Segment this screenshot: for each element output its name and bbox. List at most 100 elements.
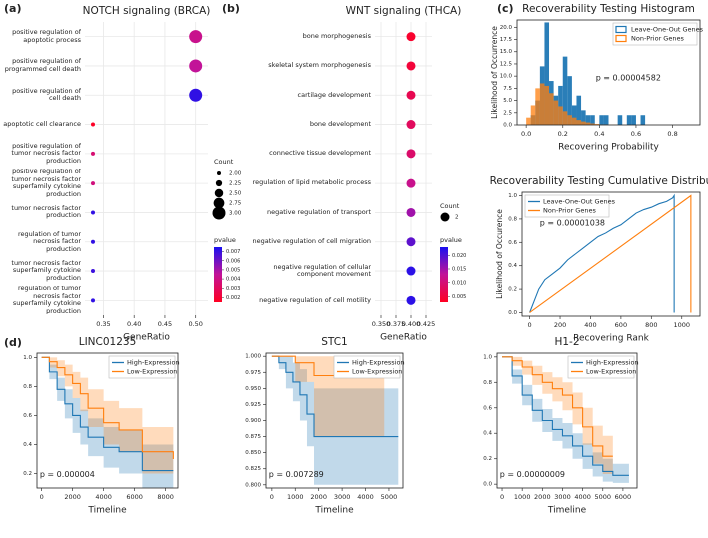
panel-label: (b) xyxy=(222,2,240,15)
colorbar-label: 0.005 xyxy=(226,267,240,273)
y-axis-label: Likelihood of Occurrence xyxy=(490,26,499,119)
y-tick-label: negative regulation of cellular componen… xyxy=(273,262,371,279)
histogram-bar xyxy=(590,123,595,125)
x-tick-label: 0.45 xyxy=(158,320,172,328)
category-label-box: positive regulation of tumor necrosis fa… xyxy=(11,169,81,197)
y-tick-label: 0.4 xyxy=(508,263,517,269)
colorbar-label: 0.002 xyxy=(226,295,240,301)
chart-title: STC1 xyxy=(321,336,347,348)
category-label-box: tumor necrosis factor superfamily cytoki… xyxy=(11,258,81,282)
x-tick-label: 0.425 xyxy=(417,320,436,328)
histogram-bar xyxy=(539,83,545,125)
histogram-bar xyxy=(581,110,586,125)
y-tick-label: 0.825 xyxy=(245,466,261,472)
dot xyxy=(406,120,416,130)
size-legend-dot xyxy=(214,188,224,198)
y-tick-label: 0.2 xyxy=(23,471,32,477)
size-legend-dot xyxy=(217,171,221,175)
x-tick-label: 0.400 xyxy=(402,320,421,328)
x-tick-label: 0 xyxy=(270,493,274,501)
category-label-box: negative regulation of cellular componen… xyxy=(273,262,371,279)
colorbar-label: 0.010 xyxy=(452,280,466,286)
x-tick-label: 0.2 xyxy=(558,130,568,138)
category-label-box: connective tissue development xyxy=(269,149,371,157)
x-tick-label: 4000 xyxy=(357,493,374,501)
confidence-band xyxy=(41,357,174,481)
y-tick-label: 0.900 xyxy=(245,418,261,424)
confidence-band xyxy=(41,357,174,488)
x-tick-label: 600 xyxy=(615,321,627,329)
histogram-bar xyxy=(567,76,572,125)
plot-frame xyxy=(516,19,701,126)
y-axis-label: Likelihood of Occurence xyxy=(495,209,504,299)
colorbar xyxy=(440,247,448,302)
x-tick-label: 0.35 xyxy=(96,320,110,328)
x-tick-label: 8000 xyxy=(157,493,174,501)
histogram-bar xyxy=(558,106,563,125)
x-axis-label: Recovering Rank xyxy=(573,334,649,344)
y-tick-label: 0.6 xyxy=(483,405,492,411)
y-tick-label: 0.0 xyxy=(483,482,492,488)
y-tick-label: positive regulation of programmed cell d… xyxy=(4,57,81,73)
confidence-band xyxy=(502,356,629,483)
size-legend-title: Count xyxy=(440,202,460,210)
confidence-band xyxy=(502,356,613,474)
dot xyxy=(90,239,95,244)
legend-label: Low-Expression xyxy=(352,368,402,376)
histogram-bar xyxy=(576,120,582,125)
size-legend-label: 2 xyxy=(455,215,459,221)
category-label-box: regulation of lipid metabolic process xyxy=(253,179,371,187)
legend-box xyxy=(567,355,635,379)
histogram-bar xyxy=(640,115,646,125)
size-legend-label: 3.00 xyxy=(229,211,242,217)
y-tick-label: 0.8 xyxy=(483,380,492,386)
histogram-bar xyxy=(571,105,577,125)
legend-swatch xyxy=(615,25,627,34)
y-tick-label: 0.925 xyxy=(245,402,261,408)
histogram-bar xyxy=(544,85,550,125)
y-tick-label: negative regulation of cell migration xyxy=(252,237,371,245)
y-tick-label: apoptotic cell clearance xyxy=(3,119,81,128)
annotation: p = 0.00001038 xyxy=(540,219,605,228)
x-tick-label: 3000 xyxy=(554,493,571,501)
chart-title: H1-2 xyxy=(554,336,579,348)
legend-box xyxy=(612,22,698,46)
y-tick-label: regulation of tumor necrosis factor supe… xyxy=(12,286,81,315)
annotation: p = 0.000004 xyxy=(40,470,95,479)
y-tick-label: 1.000 xyxy=(245,354,261,360)
size-legend-dot xyxy=(213,197,225,209)
legend-swatch xyxy=(615,34,627,43)
y-tick-label: 0.975 xyxy=(245,370,261,376)
y-tick-label: tumor necrosis factor superfamily cytoki… xyxy=(11,258,81,282)
dot xyxy=(406,266,416,276)
x-tick-label: 1000 xyxy=(287,493,304,501)
dot xyxy=(90,122,95,127)
histogram-bar xyxy=(576,95,582,125)
category-label-box: positive regulation of cell death xyxy=(12,87,81,102)
category-label-box: skeletal system morphogenesis xyxy=(268,61,371,69)
x-tick-label: 0.8 xyxy=(667,130,677,138)
x-tick-label: 2000 xyxy=(534,493,551,501)
category-label-box: positive regulation of programmed cell d… xyxy=(4,57,81,73)
annotation: p = 0.00000009 xyxy=(500,470,565,479)
colorbar-label: 0.003 xyxy=(226,286,240,292)
legend-label: Low-Expression xyxy=(586,368,636,376)
histogram-bar xyxy=(585,122,591,125)
plot-frame xyxy=(265,352,404,489)
histogram-bar xyxy=(558,85,563,125)
size-legend-label: 2.75 xyxy=(229,201,242,207)
histogram-bar xyxy=(631,115,636,125)
y-tick-label: negative regulation of transport xyxy=(267,207,371,216)
y-tick-label: bone development xyxy=(309,119,371,128)
x-axis-label: Timeline xyxy=(87,506,127,516)
chart-title: Recoverability Testing Cumulative Distri… xyxy=(490,175,708,187)
y-tick-label: 0.8 xyxy=(508,216,517,222)
size-legend-label: 2.25 xyxy=(229,181,242,187)
histogram-bar xyxy=(581,121,586,125)
y-tick-label: 1.0 xyxy=(483,354,492,360)
dot xyxy=(406,32,416,42)
histogram-bar xyxy=(567,115,572,125)
size-legend-dot xyxy=(212,206,226,220)
dot xyxy=(406,207,416,217)
